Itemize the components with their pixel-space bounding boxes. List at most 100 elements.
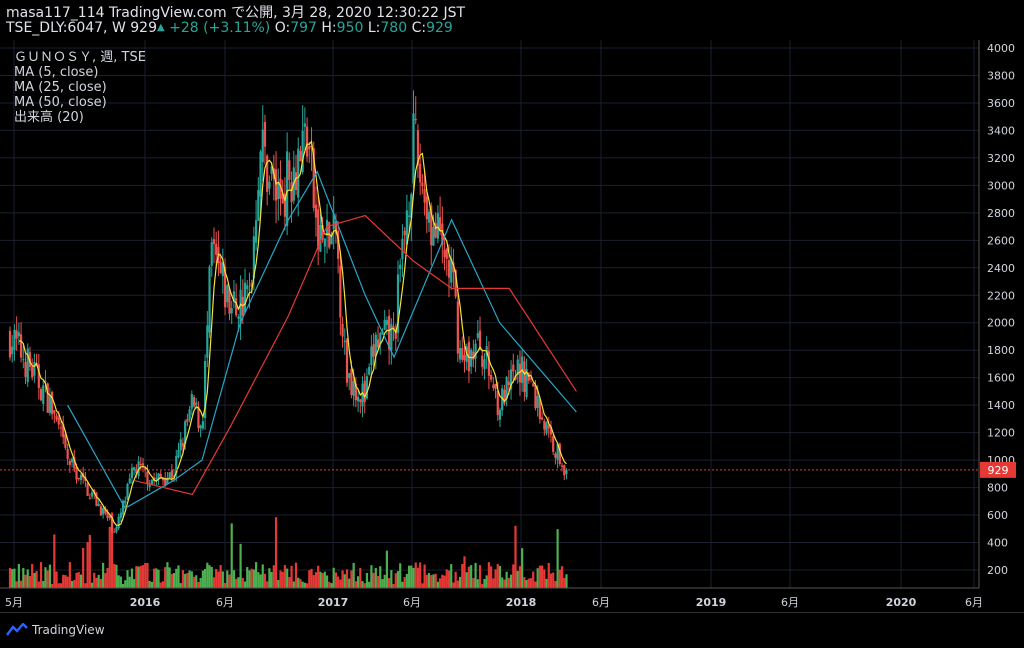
volume-bar [272,565,275,588]
candle-body [330,235,333,245]
candle-body [498,409,502,420]
volume-bar [31,564,34,588]
candle-body [458,348,462,360]
volume-bar [370,565,373,588]
candle-body [481,355,484,367]
volume-bar [232,570,236,588]
x-axis: 5月 2016 6月 2017 6月 2018 6月 2019 6月 2020 6月 [5,596,983,609]
candle-body [90,492,94,497]
candle-body [228,288,231,314]
candle-body [263,122,267,147]
candle-body [529,378,533,380]
candle-body [113,531,116,533]
candle-body [179,439,182,451]
candle-body [286,151,289,227]
volume-bar [547,562,550,588]
volume-bar [164,567,167,588]
candle-body [385,320,389,325]
volume-bar [283,565,287,588]
close-value: 929 [426,20,453,36]
tradingview-logo[interactable]: TradingView [6,623,105,637]
candle-body [159,474,162,478]
volume-bar [323,571,326,588]
volume-bar [221,571,224,588]
candle-body [345,339,349,383]
candle-body [126,483,129,500]
volume-bar [494,569,497,588]
volume-bar [206,562,209,588]
open-value: 797 [290,20,317,36]
volume-bar [423,564,426,588]
volume-bar [529,578,533,588]
y-tick-label: 1800 [987,344,1015,357]
volume-bar [350,570,353,588]
candle-body [248,289,251,291]
volume-bar [416,567,420,588]
x-tick-label: 2017 [318,596,349,609]
candle-body [252,236,255,279]
candle-body [538,398,541,420]
y-tick-label: 2600 [987,234,1015,247]
candle-body [53,410,56,414]
volume-bar [241,577,244,588]
volume-bar [543,569,546,588]
volume-bar [379,566,382,588]
volume-bar [374,567,377,588]
volume-bar [266,581,269,588]
volume-bar [341,570,344,588]
volume-bar [250,568,253,588]
candle-body [201,421,204,429]
volume-bar [64,575,67,588]
volume-bar [117,575,120,588]
candle-body [33,361,36,376]
candle-body [250,282,253,287]
volume-bar [294,562,298,588]
volume-bar [62,574,65,588]
volume-bar [37,581,40,588]
ma5-line [18,140,567,526]
volume-bar [563,577,566,588]
candle-body [215,243,218,255]
volume-bar [425,574,428,588]
volume-bar [476,579,479,588]
publish-info: masa117_114 TradingView.com で公開, 3月 28, … [6,5,466,21]
volume-bar [383,574,386,588]
footer: TradingView [0,612,1024,648]
volume-bar [170,573,173,588]
candle-body [376,339,380,348]
volume-bar [436,581,439,588]
symbol-line: TSE_DLY:6047, W 929▲ +28 (+3.11%) O:797 … [6,20,453,36]
candle-body [86,482,89,497]
candle-body [190,393,193,409]
volume-bar [99,578,103,588]
legend-volume: 出来高 (20) [14,109,84,125]
volume-bar [345,569,349,588]
volume-bar [365,572,369,588]
volume-bar [538,565,541,588]
candle-body [308,146,311,150]
last-price-tag [980,461,1016,478]
candle-body [239,289,242,324]
volume-bar [554,580,557,588]
candle-body [254,220,258,243]
volume-bar [518,566,522,588]
volume-bar [463,556,466,588]
candle-body [456,301,459,354]
candle-body [281,193,284,204]
volume-bar [263,573,267,588]
volume-bar [361,581,364,588]
volume-bar [44,567,47,588]
volume-bar [354,581,357,588]
volume-bar [352,562,355,588]
candle-body [157,473,160,480]
price-chart[interactable]: 2004006008001000120014001600180020002200… [0,40,1024,612]
volume-bar [77,572,80,588]
volume-bar [17,563,20,588]
x-tick-label: 6月 [781,596,799,609]
y-tick-label: 2200 [987,289,1015,302]
candle-body [59,427,63,429]
volume-bar [108,526,111,588]
candle-body [412,113,415,184]
volume-bar [155,568,158,588]
candle-body [525,368,528,398]
